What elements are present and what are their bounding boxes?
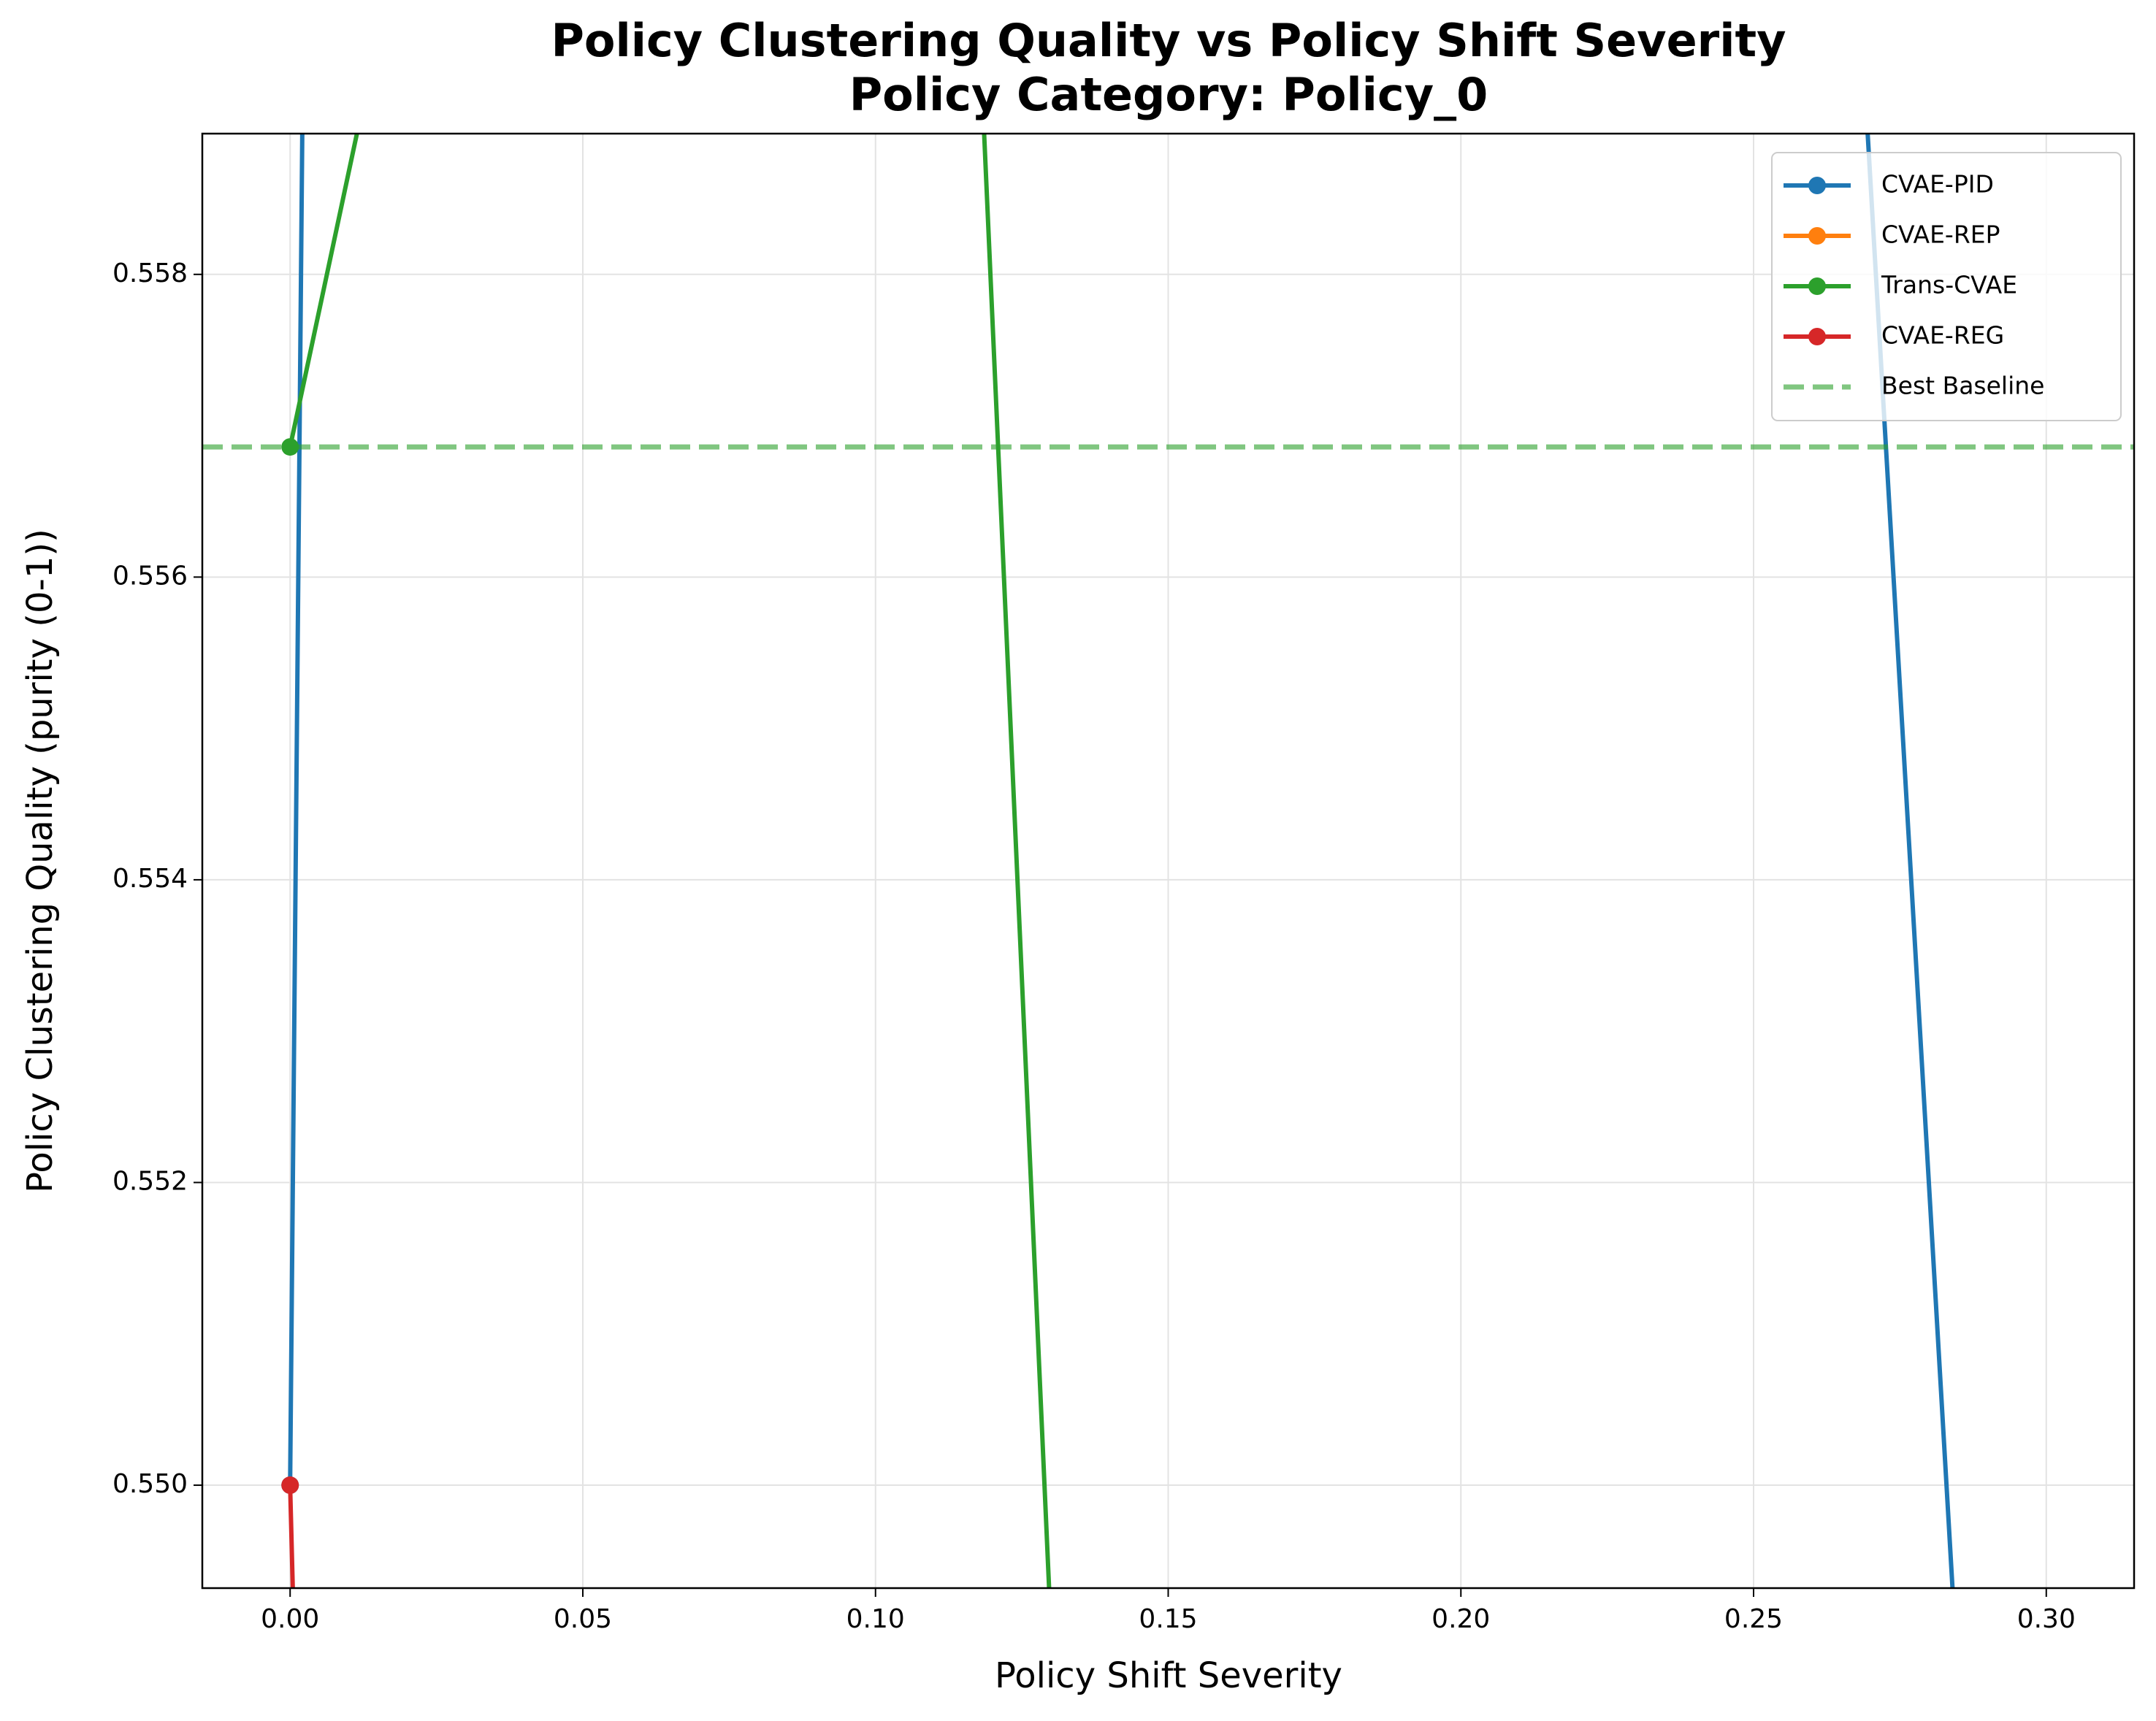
data-point (281, 1476, 299, 1495)
legend-marker (1808, 177, 1826, 194)
grid (202, 134, 2134, 1588)
legend-marker (1808, 328, 1826, 345)
y-tick-label: 0.556 (112, 561, 188, 591)
plot-area (202, 134, 2134, 1588)
legend-label: Trans-CVAE (1881, 271, 2017, 299)
x-tick-label: 0.10 (846, 1604, 905, 1634)
x-tick-label: 0.05 (554, 1604, 612, 1634)
y-tick-label: 0.552 (112, 1166, 188, 1196)
legend-box (1771, 152, 2122, 421)
x-tick-label: 0.15 (1139, 1604, 1197, 1634)
y-tick-label: 0.550 (112, 1469, 188, 1499)
x-tick-label: 0.30 (2017, 1604, 2076, 1634)
y-axis-label: Policy Clustering Quality (purity (0-1)) (20, 529, 61, 1193)
x-axis-label: Policy Shift Severity (995, 1655, 1342, 1696)
legend-label: CVAE-PID (1881, 170, 1994, 199)
legend-marker (1808, 227, 1826, 245)
legend: CVAE-PID CVAE-REP Trans-CVAE CVAE-REG Best B… (1771, 152, 2122, 421)
legend-label: Best Baseline (1881, 372, 2044, 400)
x-tick-label: 0.20 (1431, 1604, 1490, 1634)
legend-label: CVAE-REG (1881, 321, 2004, 350)
chart-subtitle: Policy Category: Policy_0 (849, 68, 1488, 121)
legend-label: CVAE-REP (1881, 221, 2000, 249)
x-tick-label: 0.25 (1724, 1604, 1783, 1634)
legend-marker (1808, 277, 1826, 295)
y-tick-label: 0.554 (112, 864, 188, 894)
chart-title: Policy Clustering Quality vs Policy Shif… (551, 14, 1786, 67)
ticks: 0.00 0.05 0.10 0.15 0.20 0.25 0.30 0.550 0.552 0.… (112, 258, 2076, 1634)
y-tick-label: 0.558 (112, 258, 188, 288)
x-tick-label: 0.00 (261, 1604, 319, 1634)
